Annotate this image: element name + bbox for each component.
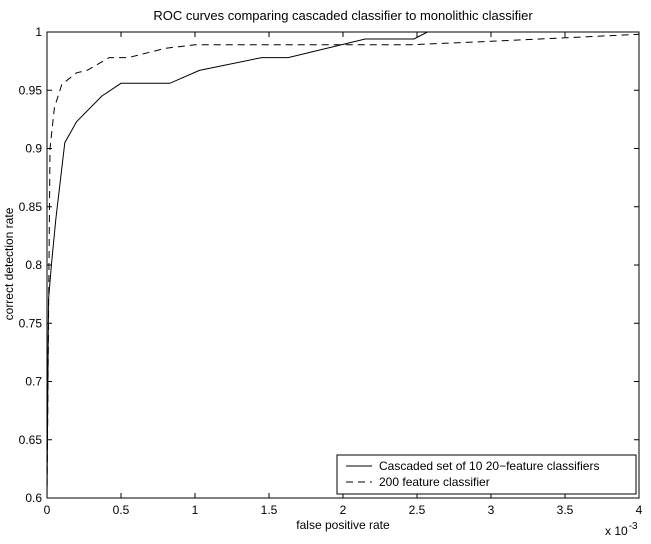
y-tick-label: 0.65	[19, 433, 43, 447]
legend-label-monolithic: 200 feature classifier	[379, 475, 490, 489]
chart-title: ROC curves comparing cascaded classifier…	[153, 8, 533, 23]
x-exponent-power: -3	[629, 521, 638, 532]
plot-frame	[46, 31, 640, 499]
legend: Cascaded set of 10 20−feature classifier…	[336, 454, 637, 495]
plot-area	[46, 31, 640, 499]
y-ticks: 0.6 0.65 0.7 0.75 0.8 0.85 0.9 0.95 1	[19, 25, 639, 505]
x-tick-label: 1.5	[261, 503, 278, 517]
y-tick-label: 0.75	[19, 316, 43, 330]
x-exponent-label: x 10-3	[605, 521, 638, 538]
x-tick-label: 3.5	[557, 503, 574, 517]
x-exponent-base: x 10	[605, 524, 628, 538]
y-tick-label: 0.85	[19, 200, 43, 214]
x-tick-label: 0	[44, 503, 51, 517]
y-tick-label: 0.9	[25, 142, 42, 156]
x-tick-label: 4	[636, 503, 643, 517]
y-tick-label: 0.7	[25, 375, 42, 389]
x-tick-label: 0.5	[113, 503, 130, 517]
y-tick-label: 0.8	[25, 258, 42, 272]
x-tick-label: 1	[192, 503, 199, 517]
series-line-0	[46, 31, 639, 499]
x-tick-label: 3	[488, 503, 495, 517]
x-ticks: 0 0.5 1 1.5 2 2.5 3 3.5 4	[44, 32, 643, 517]
legend-label-cascaded: Cascaded set of 10 20−feature classifier…	[379, 459, 599, 473]
series-line-1	[46, 33, 640, 499]
x-tick-label: 2.5	[409, 503, 426, 517]
x-axis-label: false positive rate	[296, 518, 390, 532]
x-tick-label: 2	[340, 503, 347, 517]
y-tick-label: 1	[35, 25, 42, 39]
y-tick-label: 0.95	[19, 83, 43, 97]
y-axis-label: correct detection rate	[2, 207, 16, 320]
y-tick-label: 0.6	[25, 491, 42, 505]
legend-box	[336, 454, 637, 495]
